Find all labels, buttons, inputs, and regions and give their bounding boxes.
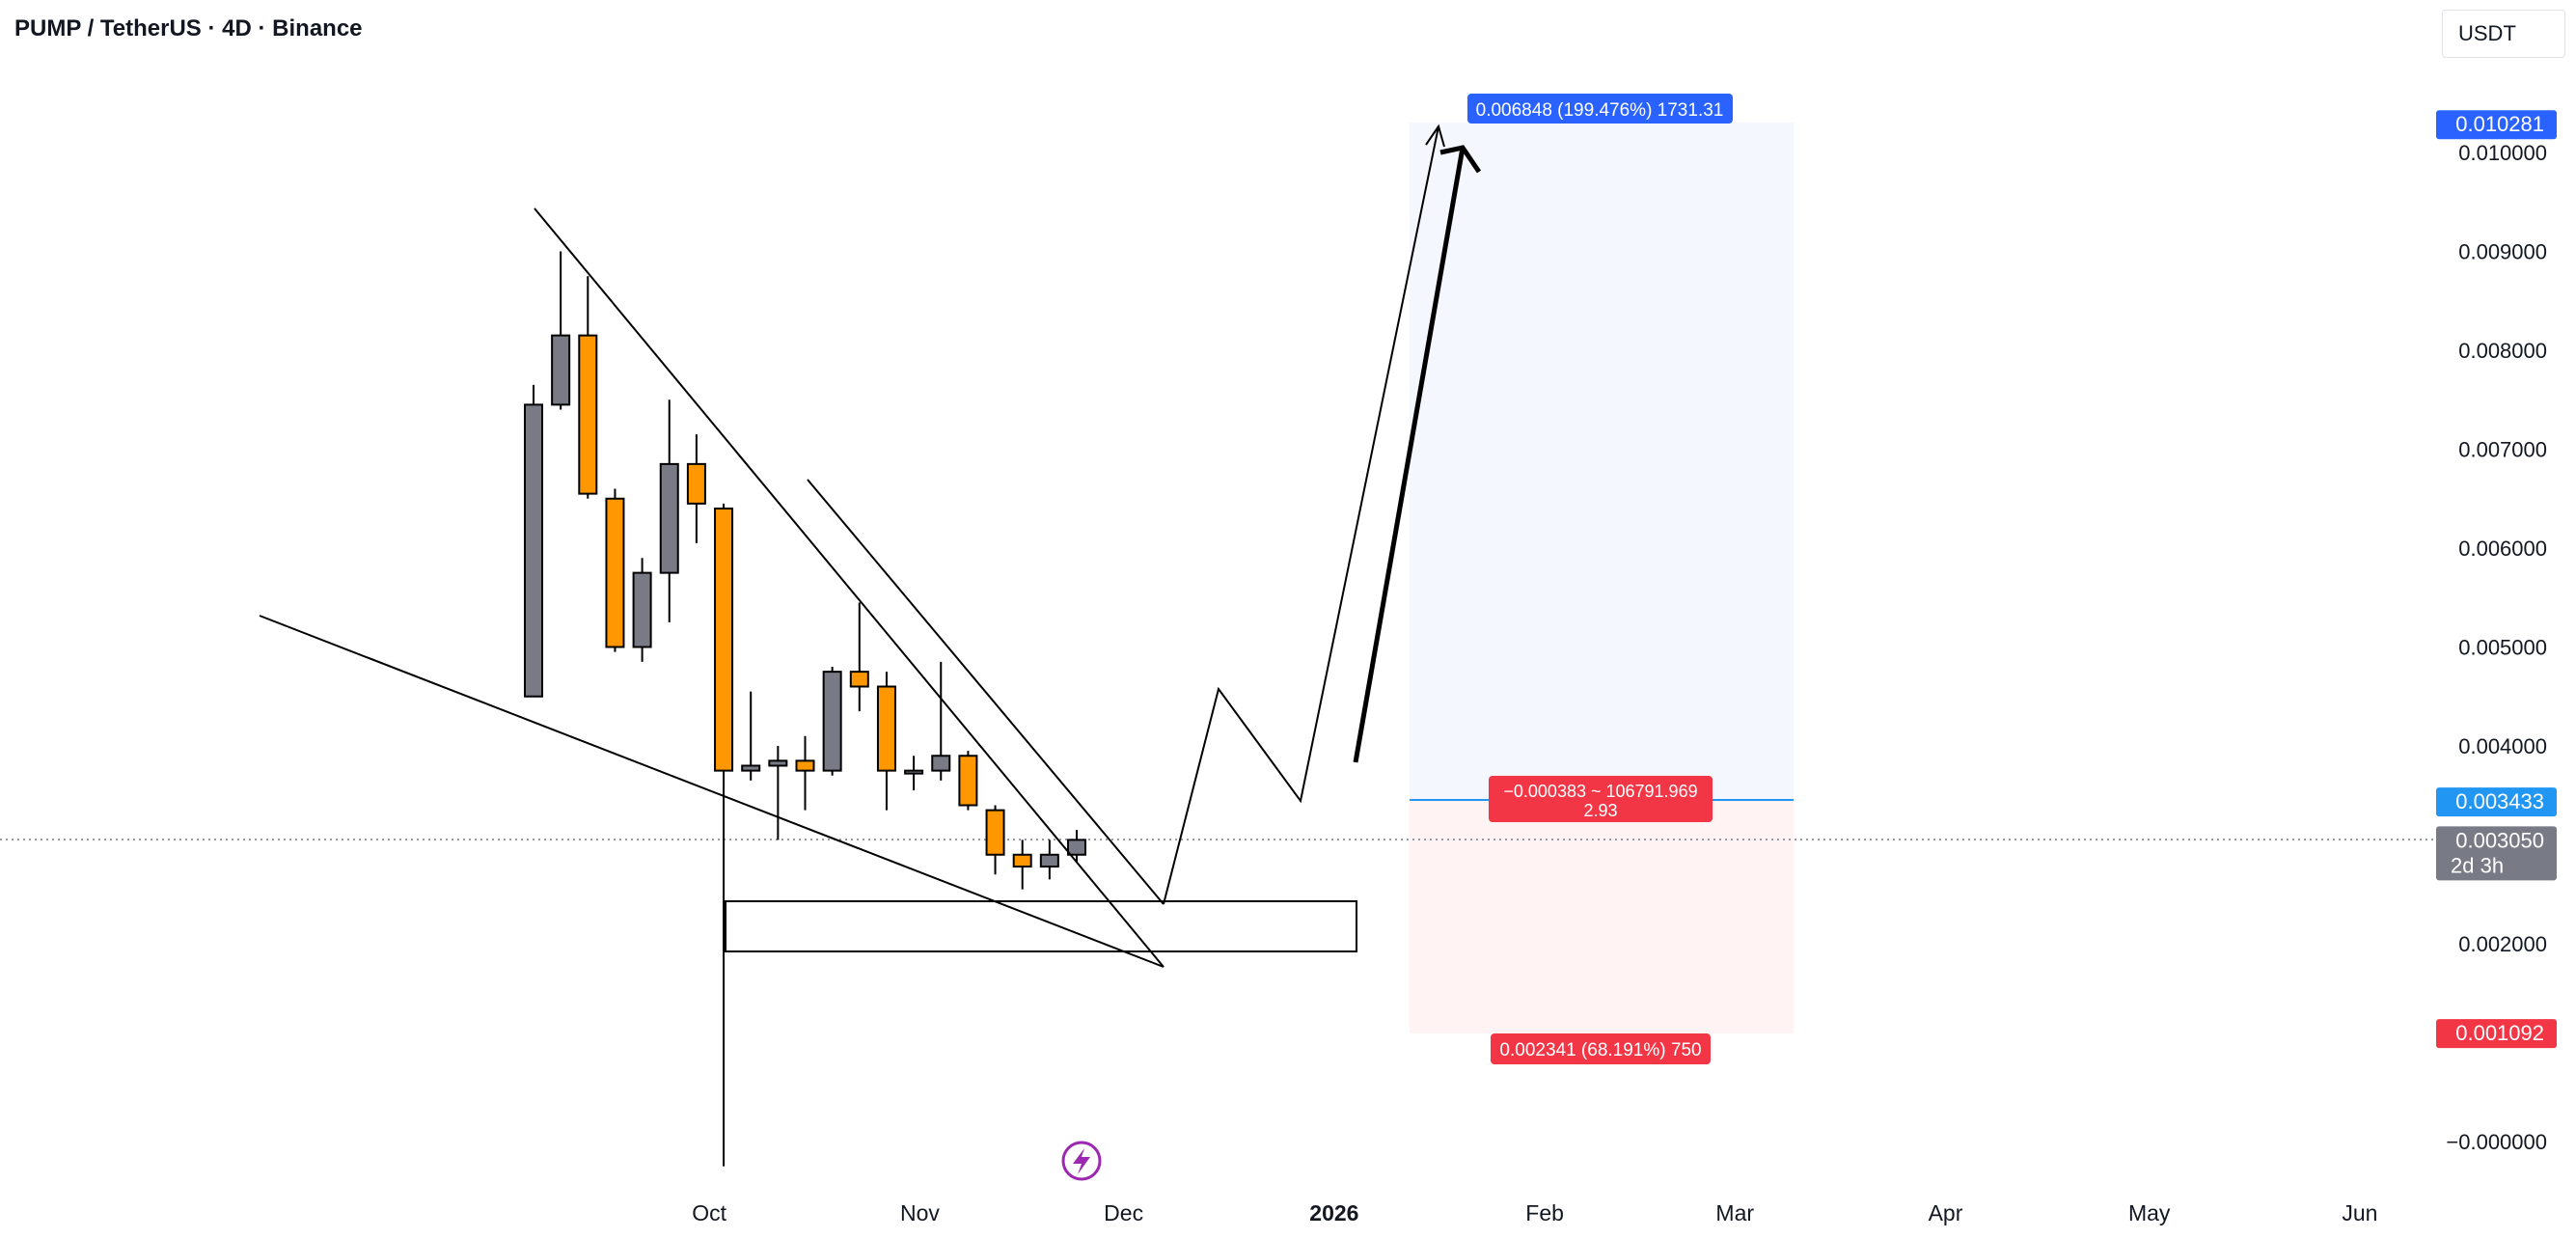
candle[interactable] bbox=[795, 735, 815, 811]
lightning-icon[interactable] bbox=[1061, 1141, 1102, 1181]
target-info-text: 0.006848 (199.476%) 1731.31 bbox=[1476, 100, 1724, 121]
candle[interactable] bbox=[551, 251, 571, 410]
candle[interactable] bbox=[714, 503, 734, 1167]
price-tick-label: 0.009000 bbox=[2458, 240, 2547, 264]
time-tick-label: Jun bbox=[2342, 1200, 2377, 1225]
candle[interactable] bbox=[1039, 840, 1059, 880]
candle-body bbox=[578, 334, 598, 495]
stop-info-label[interactable]: 0.002341 (68.191%) 750 bbox=[1491, 1033, 1711, 1064]
price-label-target: 0.010281 bbox=[2436, 110, 2557, 140]
projection-path[interactable] bbox=[1163, 125, 1439, 905]
time-tick-label: Oct bbox=[692, 1200, 726, 1225]
price-tick-label: 0.006000 bbox=[2458, 537, 2547, 561]
price-tick-label: 0.004000 bbox=[2458, 734, 2547, 758]
projection-arrow-shaft[interactable] bbox=[1353, 147, 1466, 763]
countdown-label: 2d 3h bbox=[2451, 853, 2504, 877]
trendline-drawings[interactable] bbox=[259, 124, 1482, 968]
profit-zone bbox=[1410, 123, 1794, 800]
symbol-title[interactable]: PUMP / TetherUS · 4D · Binance bbox=[14, 15, 363, 41]
support-zone-box[interactable] bbox=[725, 900, 1357, 952]
candle-body bbox=[904, 769, 924, 775]
upper-wedge-line[interactable] bbox=[534, 207, 1165, 968]
price-tick-label: −0.000000 bbox=[2446, 1130, 2547, 1154]
candle-body bbox=[686, 462, 706, 505]
candle-body bbox=[524, 403, 543, 698]
currency-selector-button[interactable]: USDT bbox=[2442, 10, 2565, 58]
projection-arrowhead-bold bbox=[1439, 145, 1482, 174]
candle-body bbox=[822, 671, 842, 772]
time-tick-label: Dec bbox=[1104, 1200, 1143, 1225]
candles-group[interactable] bbox=[524, 251, 1086, 1167]
target-info-label[interactable]: 0.006848 (199.476%) 1731.31 bbox=[1467, 94, 1733, 124]
entry-info-label[interactable]: −0.000383 ~ 106791.969 2.93 bbox=[1489, 776, 1713, 822]
candle[interactable] bbox=[876, 672, 896, 811]
price-label-value: 0.010281 bbox=[2455, 112, 2544, 136]
candle-body bbox=[659, 462, 679, 574]
candle-body bbox=[795, 759, 815, 772]
candle-body bbox=[1039, 853, 1059, 868]
entry-info-line2: 2.93 bbox=[1583, 801, 1617, 820]
candle[interactable] bbox=[958, 751, 978, 811]
price-tick-label: 0.007000 bbox=[2458, 438, 2547, 462]
time-tick-label: May bbox=[2128, 1200, 2171, 1225]
candle-body bbox=[958, 755, 978, 807]
position-zones bbox=[1410, 123, 1794, 1033]
time-axis[interactable]: Oct Nov Dec 2026 Feb Mar Apr May Jun bbox=[692, 1200, 2377, 1225]
price-label-value: 0.001092 bbox=[2455, 1021, 2544, 1045]
candle-body bbox=[605, 497, 625, 648]
time-tick-label: Nov bbox=[900, 1200, 940, 1225]
time-tick-label: 2026 bbox=[1309, 1200, 1358, 1225]
price-tick-label: 0.010000 bbox=[2458, 141, 2547, 165]
candle[interactable] bbox=[768, 746, 788, 840]
candle-body bbox=[849, 671, 869, 688]
candle-body bbox=[985, 809, 1005, 856]
candle[interactable] bbox=[632, 558, 652, 662]
candle-body bbox=[741, 764, 761, 772]
price-tick-label: 0.008000 bbox=[2458, 339, 2547, 363]
price-tick-label: 0.005000 bbox=[2458, 636, 2547, 660]
candle-body bbox=[1012, 853, 1032, 868]
candle-body bbox=[714, 508, 734, 772]
candle[interactable] bbox=[849, 602, 869, 712]
entry-info-line1: −0.000383 ~ 106791.969 bbox=[1503, 782, 1697, 801]
lower-wedge-line[interactable] bbox=[259, 615, 1165, 968]
candle[interactable] bbox=[1012, 840, 1032, 890]
price-label-entry: 0.003433 bbox=[2436, 787, 2557, 817]
price-tick-label: 0.002000 bbox=[2458, 932, 2547, 956]
candle-body bbox=[551, 334, 571, 406]
price-label-stop: 0.001092 bbox=[2436, 1019, 2557, 1049]
candle[interactable] bbox=[605, 488, 625, 652]
time-tick-label: Feb bbox=[1525, 1200, 1564, 1225]
candle[interactable] bbox=[931, 661, 951, 781]
candle-body bbox=[931, 755, 951, 772]
candle[interactable] bbox=[659, 399, 679, 622]
time-tick-label: Apr bbox=[1929, 1200, 1963, 1225]
candle[interactable] bbox=[741, 691, 761, 781]
candle[interactable] bbox=[985, 805, 1005, 875]
loss-zone bbox=[1410, 800, 1794, 1033]
price-axis[interactable]: 0.010000 0.009000 0.008000 0.007000 0.006000… bbox=[2446, 141, 2547, 1154]
candle[interactable] bbox=[822, 667, 842, 776]
projection-arrowhead-thin bbox=[1425, 124, 1445, 148]
candle[interactable] bbox=[524, 384, 543, 698]
stop-info-text: 0.002341 (68.191%) 750 bbox=[1499, 1040, 1701, 1060]
price-label-value: 0.003433 bbox=[2455, 789, 2544, 813]
candle-body bbox=[1067, 839, 1086, 856]
candle[interactable] bbox=[578, 276, 598, 499]
candle[interactable] bbox=[686, 434, 706, 543]
time-tick-label: Mar bbox=[1715, 1200, 1754, 1225]
candle[interactable] bbox=[1067, 830, 1086, 862]
candle-body bbox=[768, 759, 788, 767]
candle[interactable] bbox=[904, 756, 924, 791]
candle-body bbox=[876, 685, 896, 772]
candle-body bbox=[632, 571, 652, 648]
price-label-value: 0.003050 bbox=[2455, 828, 2544, 852]
upper-parallel-line[interactable] bbox=[807, 479, 1165, 905]
